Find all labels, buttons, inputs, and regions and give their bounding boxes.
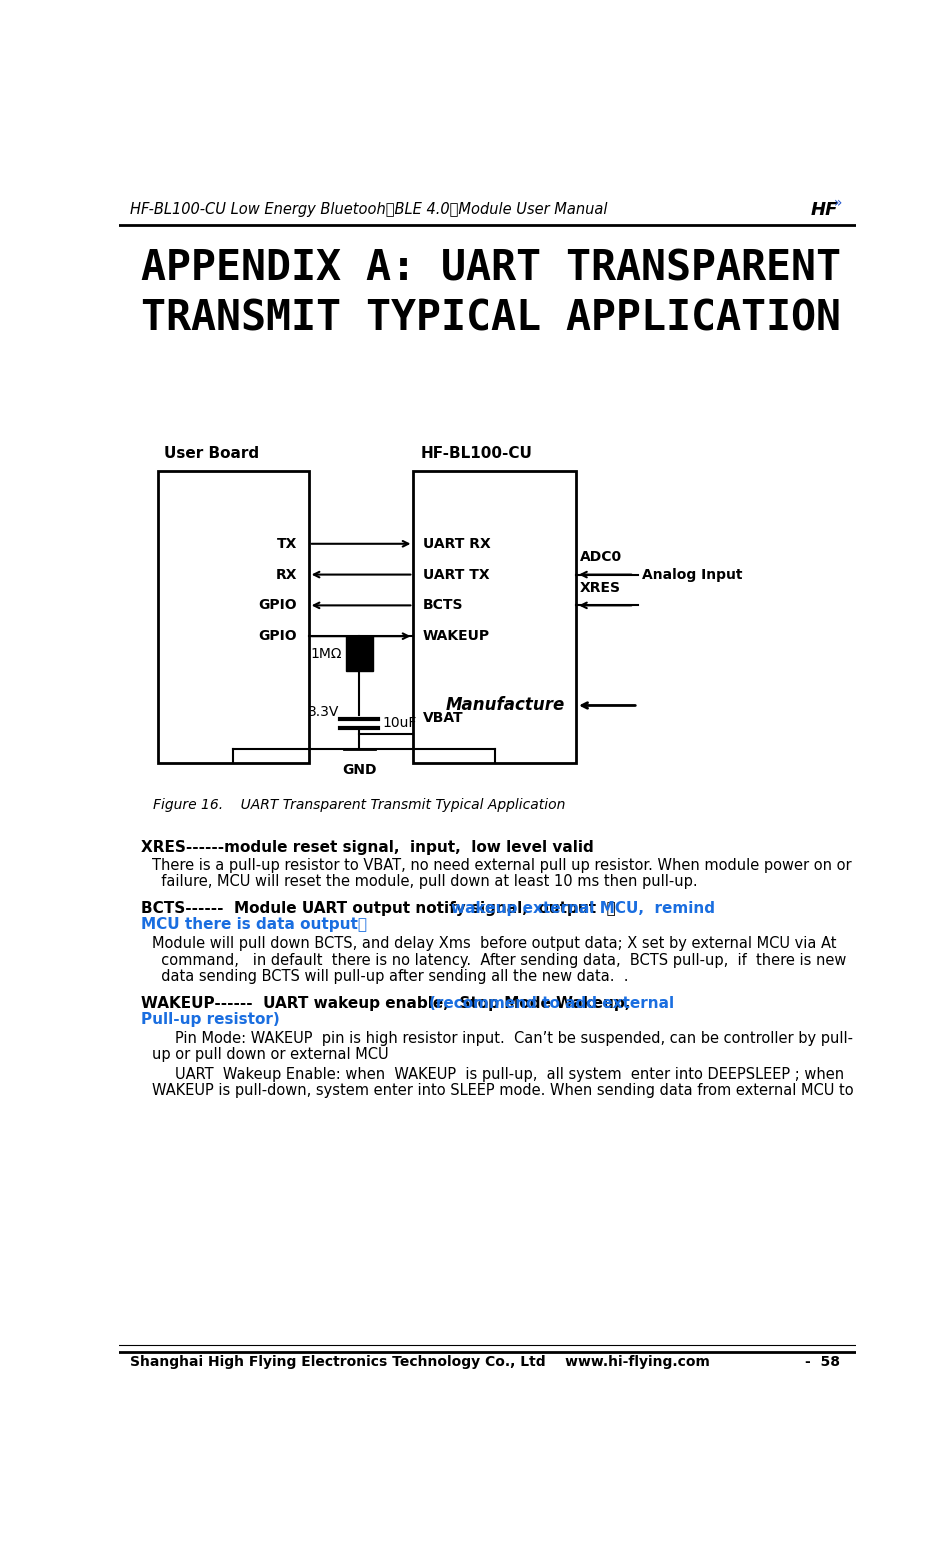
Text: WAKEUP------  UART wakeup enable,  Stop Mode Wakeup,: WAKEUP------ UART wakeup enable, Stop Mo… [141,995,630,1011]
Text: HF-BL100-CU: HF-BL100-CU [421,447,533,461]
Text: XRES: XRES [580,581,621,594]
Bar [414,470,576,763]
Text: 1MΩ: 1MΩ [310,647,341,661]
Text: Figure 16.    UART Transparent Transmit Typical Application: Figure 16. UART Transparent Transmit Typ… [153,798,565,812]
Text: Manufacture: Manufacture [445,696,565,715]
Bar [158,470,309,763]
Text: HF: HF [810,201,838,219]
Text: »: » [834,196,843,210]
Bar [345,636,373,671]
Text: command,   in default  there is no latency.  After sending data,  BCTS pull-up, : command, in default there is no latency.… [152,953,846,968]
Text: 3.3V: 3.3V [308,705,340,719]
Text: APPENDIX A: UART TRANSPARENT: APPENDIX A: UART TRANSPARENT [141,248,841,290]
Text: BCTS------  Module UART output notify signal,  output  （: BCTS------ Module UART output notify sig… [141,901,615,917]
Text: GND: GND [341,763,377,777]
Text: TRANSMIT TYPICAL APPLICATION: TRANSMIT TYPICAL APPLICATION [141,298,841,340]
Text: User Board: User Board [164,447,259,461]
Text: Pin Mode: WAKEUP  pin is high resistor input.  Can’t be suspended, can be contro: Pin Mode: WAKEUP pin is high resistor in… [175,1031,853,1047]
Text: UART  Wakeup Enable: when  WAKEUP  is pull-up,  all system  enter into DEEPSLEEP: UART Wakeup Enable: when WAKEUP is pull-… [175,1067,844,1081]
Text: There is a pull-up resistor to VBAT, no need external pull up resistor. When mod: There is a pull-up resistor to VBAT, no … [152,859,852,873]
Text: wakeup external MCU,  remind: wakeup external MCU, remind [451,901,715,917]
Text: XRES------module reset signal,  input,  low level valid: XRES------module reset signal, input, lo… [141,840,593,856]
Text: UART TX: UART TX [422,567,490,581]
Text: VBAT: VBAT [422,711,463,724]
Text: BCTS: BCTS [422,599,463,613]
Text: (recommend to add external: (recommend to add external [429,995,674,1011]
Text: Module will pull down BCTS, and delay Xms  before output data; X set by external: Module will pull down BCTS, and delay Xm… [152,937,837,951]
Text: WAKEUP is pull-down, system enter into SLEEP mode. When sending data from extern: WAKEUP is pull-down, system enter into S… [152,1083,854,1098]
Text: RX: RX [276,567,297,581]
Text: -  58: - 58 [805,1355,840,1370]
Text: data sending BCTS will pull-up after sending all the new data.  .: data sending BCTS will pull-up after sen… [152,968,629,984]
Text: UART RX: UART RX [422,537,491,550]
Text: Analog Input: Analog Input [642,567,743,581]
Text: TX: TX [277,537,297,550]
Text: GPIO: GPIO [259,630,297,642]
Text: WAKEUP: WAKEUP [422,630,490,642]
Text: MCU there is data output）: MCU there is data output） [141,917,366,932]
Text: Pull-up resistor): Pull-up resistor) [141,1012,280,1026]
Text: ADC0: ADC0 [580,550,622,564]
Text: Shanghai High Flying Electronics Technology Co., Ltd    www.hi-flying.com: Shanghai High Flying Electronics Technol… [130,1355,710,1370]
Text: failure, MCU will reset the module, pull down at least 10 ms then pull-up.: failure, MCU will reset the module, pull… [152,874,698,888]
Text: 10uF: 10uF [382,716,417,730]
Text: GPIO: GPIO [259,599,297,613]
Text: up or pull down or external MCU: up or pull down or external MCU [152,1047,389,1062]
Text: HF-BL100-CU Low Energy Bluetooh（BLE 4.0）Module User Manual: HF-BL100-CU Low Energy Bluetooh（BLE 4.0）… [130,202,608,218]
